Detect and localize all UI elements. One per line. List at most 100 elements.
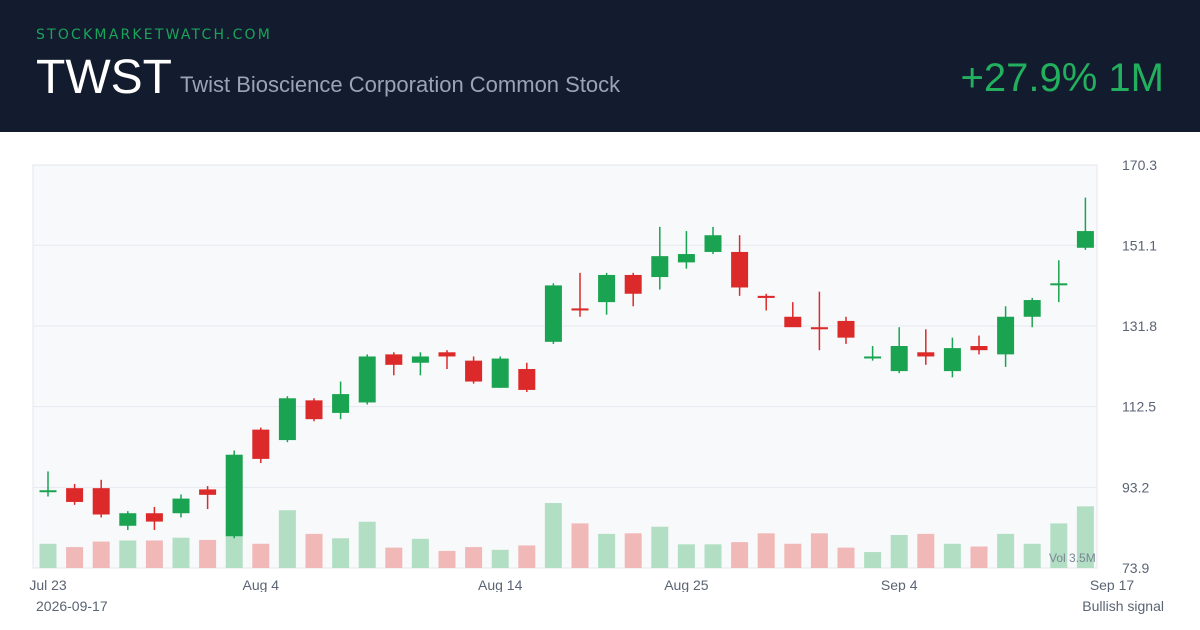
- volume-bar: [491, 549, 509, 568]
- candle-body: [704, 235, 722, 252]
- candle-body: [225, 454, 243, 537]
- volume-bar: [92, 541, 110, 568]
- volume-bar: [837, 547, 855, 568]
- candle-body: [598, 274, 616, 303]
- y-tick-label: 112.5: [1122, 399, 1156, 415]
- candle-body: [757, 295, 775, 298]
- volume-bar: [66, 547, 84, 568]
- candle-body: [385, 354, 403, 365]
- candle-body: [677, 254, 695, 263]
- volume-bar: [438, 550, 456, 568]
- candle-body: [917, 352, 935, 357]
- volume-bar: [465, 547, 483, 568]
- candle-body: [119, 513, 137, 526]
- candle-body: [997, 316, 1015, 355]
- x-tick-label: Aug 14: [478, 577, 523, 592]
- candle-body: [39, 490, 57, 493]
- volume-bar: [332, 538, 350, 568]
- volume-bar: [411, 538, 429, 568]
- volume-bar: [943, 543, 961, 568]
- candle-body: [465, 360, 483, 382]
- candle-body: [837, 320, 855, 338]
- y-tick-label: 131.8: [1122, 318, 1157, 334]
- volume-bar: [864, 552, 882, 568]
- company-name: Twist Bioscience Corporation Common Stoc…: [180, 72, 621, 97]
- volume-bar: [305, 533, 323, 568]
- volume-bar: [970, 546, 988, 568]
- candle-body: [145, 513, 163, 522]
- volume-bar: [890, 534, 908, 568]
- x-tick-label: Jul 23: [29, 577, 67, 592]
- header: STOCKMARKETWATCH.COM TWST Twist Bioscien…: [0, 0, 1200, 132]
- ticker-symbol: TWST: [36, 51, 172, 104]
- volume-bar: [731, 542, 749, 568]
- plot-area: [32, 164, 1098, 569]
- x-tick-label: Aug 4: [243, 577, 280, 592]
- volume-bar: [810, 533, 828, 568]
- candle-body: [358, 356, 376, 403]
- candle-body: [970, 346, 988, 351]
- volume-bar: [1050, 523, 1068, 568]
- candle-body: [810, 327, 828, 330]
- volume-bar: [571, 523, 589, 568]
- candle-body: [864, 356, 882, 359]
- x-tick-label: Aug 25: [664, 577, 709, 592]
- volume-label: Vol 3.5M: [1049, 551, 1096, 565]
- volume-bar: [518, 545, 536, 568]
- candle-body: [731, 251, 749, 288]
- volume-bar: [784, 543, 802, 568]
- volume-bar: [385, 547, 403, 568]
- candle-body: [571, 308, 589, 311]
- volume-bar: [172, 537, 190, 568]
- candle-body: [172, 498, 190, 514]
- volume-bar: [624, 533, 642, 568]
- volume-bar: [677, 544, 695, 568]
- y-tick-label: 170.3: [1122, 157, 1157, 173]
- volume-bar: [704, 544, 722, 568]
- candle-body: [1050, 283, 1068, 286]
- volume-bar: [1076, 506, 1094, 568]
- candle-body: [305, 400, 323, 420]
- chart-date: 2026-09-17: [36, 598, 108, 614]
- candle-body: [624, 274, 642, 294]
- volume-bar: [917, 533, 935, 568]
- performance-change: +27.9% 1M: [960, 56, 1164, 100]
- volume-bar: [358, 521, 376, 568]
- volume-bar: [199, 539, 217, 568]
- signal-label: Bullish signal: [1082, 598, 1164, 614]
- candle-body: [199, 489, 217, 495]
- x-tick-label: Sep 17: [1090, 577, 1135, 592]
- volume-bar: [598, 533, 616, 568]
- y-tick-label: 73.9: [1122, 560, 1149, 576]
- y-tick-label: 151.1: [1122, 237, 1157, 253]
- volume-bar: [651, 526, 669, 568]
- candle-body: [943, 348, 961, 372]
- volume-bar: [757, 533, 775, 568]
- volume-bar: [145, 540, 163, 568]
- candle-body: [1076, 231, 1094, 248]
- volume-bar: [544, 503, 562, 568]
- candle-body: [92, 488, 110, 515]
- candle-body: [890, 346, 908, 372]
- volume-bar: [225, 535, 243, 568]
- volume-bar: [997, 533, 1015, 568]
- site-name[interactable]: STOCKMARKETWATCH.COM: [36, 27, 273, 43]
- candle-body: [252, 429, 270, 459]
- candle-body: [518, 369, 536, 390]
- candle-body: [1023, 300, 1041, 317]
- candle-body: [66, 488, 84, 502]
- candlestick-chart: 170.3 151.1 131.8 112.5 93.2 73.9 Vol 3.5M Jul …: [29, 157, 1157, 592]
- x-tick-label: Sep 4: [881, 577, 918, 592]
- volume-bar: [119, 540, 137, 568]
- volume-bar: [252, 543, 270, 568]
- candle-body: [438, 352, 456, 357]
- candle-body: [491, 358, 509, 388]
- candle-body: [784, 316, 802, 328]
- candle-body: [332, 394, 350, 413]
- y-tick-label: 93.2: [1122, 479, 1149, 495]
- candle-body: [544, 285, 562, 342]
- candle-body: [651, 256, 669, 278]
- volume-bar: [1023, 543, 1041, 568]
- candle-body: [411, 356, 429, 363]
- candle-body: [278, 398, 296, 441]
